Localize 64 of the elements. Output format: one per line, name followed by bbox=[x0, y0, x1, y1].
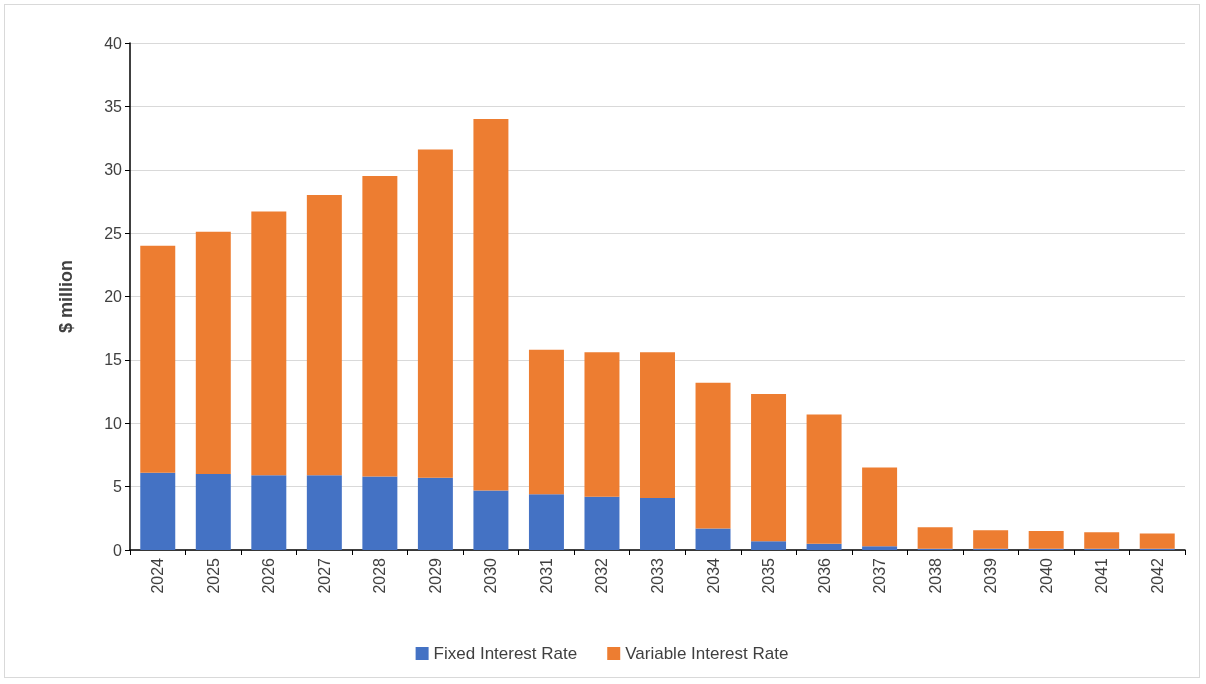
legend-label: Variable Interest Rate bbox=[625, 644, 789, 663]
y-tick-label: 0 bbox=[113, 541, 123, 559]
bar bbox=[417, 149, 453, 478]
bar bbox=[640, 352, 675, 499]
bar bbox=[695, 528, 731, 550]
bar bbox=[195, 231, 231, 474]
bar bbox=[1084, 532, 1120, 549]
bar bbox=[251, 211, 287, 476]
bar bbox=[140, 245, 176, 473]
y-axis-title: $ million bbox=[56, 259, 76, 334]
x-tick-label: 2030 bbox=[482, 557, 500, 594]
bar bbox=[695, 382, 731, 529]
x-tick-label: 2029 bbox=[426, 557, 444, 594]
bar bbox=[751, 394, 787, 542]
y-tick-label: 40 bbox=[104, 34, 123, 52]
x-tick-label: 2035 bbox=[760, 557, 778, 594]
x-tick-label: 2033 bbox=[649, 557, 666, 594]
bar bbox=[362, 476, 398, 550]
x-tick-label: 2026 bbox=[260, 557, 278, 594]
x-tick-label: 2034 bbox=[704, 557, 722, 594]
bar bbox=[1028, 530, 1064, 549]
bar bbox=[862, 546, 898, 550]
y-tick-label: 15 bbox=[104, 351, 123, 369]
legend-label: Fixed Interest Rate bbox=[433, 644, 578, 663]
x-tick-label: 2038 bbox=[926, 557, 944, 594]
y-tick-label: 20 bbox=[104, 288, 123, 305]
bar bbox=[528, 349, 564, 495]
bar bbox=[862, 467, 898, 547]
x-tick-label: 2024 bbox=[149, 557, 167, 594]
bar bbox=[751, 541, 787, 550]
x-tick-label: 2039 bbox=[982, 557, 1000, 594]
bar bbox=[417, 477, 453, 550]
bar bbox=[806, 414, 842, 544]
x-tick-label: 2037 bbox=[871, 557, 889, 594]
x-tick-label: 2032 bbox=[593, 557, 611, 594]
bar bbox=[973, 530, 1009, 549]
bar bbox=[306, 195, 342, 476]
bar bbox=[528, 494, 564, 550]
bar bbox=[251, 475, 287, 550]
x-tick-label: 2025 bbox=[204, 557, 222, 594]
x-tick-label: 2028 bbox=[371, 557, 389, 594]
y-tick-label: 25 bbox=[104, 224, 123, 242]
x-tick-label: 2040 bbox=[1037, 557, 1055, 594]
y-tick-label: 10 bbox=[104, 414, 123, 432]
bar bbox=[195, 473, 231, 550]
bar bbox=[806, 543, 842, 550]
bar bbox=[584, 496, 620, 550]
x-tick-label: 2041 bbox=[1093, 557, 1111, 594]
x-tick-label: 2027 bbox=[315, 557, 333, 594]
bar bbox=[1139, 533, 1175, 549]
x-tick-label: 2042 bbox=[1148, 557, 1166, 594]
bar bbox=[473, 119, 509, 491]
bar bbox=[306, 475, 342, 550]
bar bbox=[584, 352, 620, 497]
bar bbox=[473, 490, 509, 550]
x-tick-label: 2036 bbox=[815, 557, 833, 594]
bar bbox=[917, 527, 953, 549]
y-tick-label: 35 bbox=[104, 97, 123, 115]
bar bbox=[140, 472, 176, 550]
bar bbox=[362, 176, 398, 477]
y-tick-label: 5 bbox=[113, 478, 123, 496]
bar bbox=[640, 498, 675, 550]
x-tick-label: 2031 bbox=[537, 557, 555, 594]
y-tick-label: 30 bbox=[104, 161, 123, 179]
